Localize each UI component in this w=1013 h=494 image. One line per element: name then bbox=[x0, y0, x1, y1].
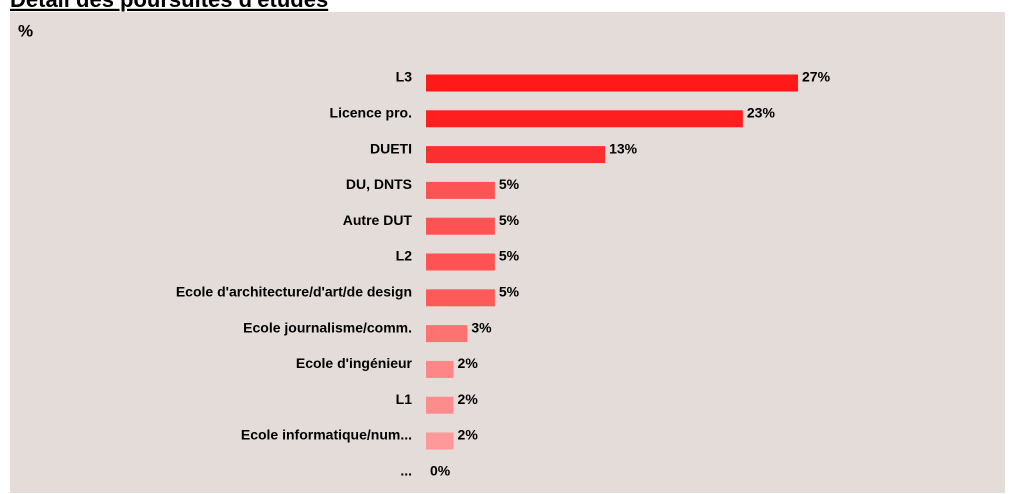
value-label: 2% bbox=[458, 355, 479, 371]
value-label: 5% bbox=[499, 212, 520, 228]
bar bbox=[426, 181, 495, 199]
value-label: 13% bbox=[609, 140, 638, 156]
value-label: 23% bbox=[747, 105, 776, 121]
category-label: Ecole d'ingénieur bbox=[296, 355, 413, 371]
bar bbox=[426, 146, 606, 164]
bar bbox=[426, 253, 495, 271]
bar bbox=[426, 289, 495, 307]
category-label: Ecole journalisme/comm. bbox=[243, 319, 412, 335]
value-label: 27% bbox=[802, 69, 831, 85]
panel bbox=[10, 12, 1005, 493]
bar bbox=[426, 325, 468, 343]
value-label: 3% bbox=[471, 319, 492, 335]
value-label: 0% bbox=[430, 463, 451, 479]
category-label: DUETI bbox=[370, 140, 412, 156]
category-label: Autre DUT bbox=[343, 212, 413, 228]
value-label: 5% bbox=[499, 284, 520, 300]
bar bbox=[426, 217, 495, 235]
value-label: 2% bbox=[458, 427, 479, 443]
category-label: Ecole informatique/num... bbox=[241, 427, 412, 443]
bar bbox=[426, 110, 743, 128]
category-label: L3 bbox=[396, 69, 413, 85]
category-label: DU, DNTS bbox=[346, 176, 412, 192]
category-label: Ecole d'architecture/d'art/de design bbox=[176, 284, 412, 300]
bar bbox=[426, 396, 454, 414]
value-label: 5% bbox=[499, 248, 520, 264]
bar bbox=[426, 360, 454, 378]
bar bbox=[426, 74, 798, 92]
value-label: 5% bbox=[499, 176, 520, 192]
category-label: L1 bbox=[396, 391, 413, 407]
category-label: L2 bbox=[396, 248, 413, 264]
value-label: 2% bbox=[458, 391, 479, 407]
bar bbox=[426, 432, 454, 450]
axis-label: % bbox=[18, 21, 33, 40]
category-label: ... bbox=[400, 463, 412, 479]
category-label: Licence pro. bbox=[330, 105, 412, 121]
chart-title: Détail des poursuites d'études bbox=[10, 0, 328, 12]
